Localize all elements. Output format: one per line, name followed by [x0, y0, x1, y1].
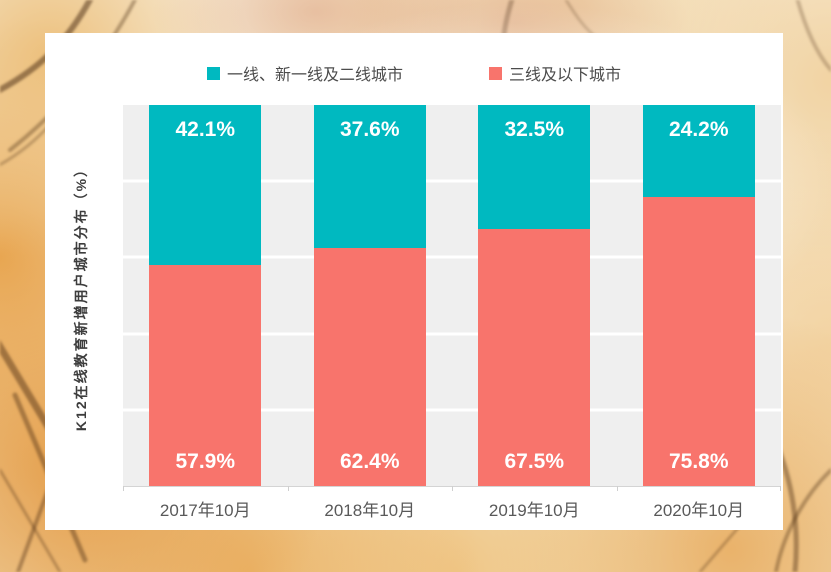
bar-value-label-tier3: 75.8%: [668, 449, 729, 473]
bar-value-label-tier3: 62.4%: [339, 449, 400, 473]
bar-value-label-tier3: 57.9%: [175, 449, 236, 473]
x-axis-tick: [287, 486, 289, 491]
x-axis-tick: [780, 486, 781, 491]
gridline-40: [123, 332, 781, 336]
x-axis-tick: [123, 486, 124, 491]
x-tick-label: 2019年10月: [488, 501, 580, 520]
bar-column-2020年10月: 24.2% 75.8%: [642, 105, 755, 486]
bar-segment-tier12: 32.5%: [478, 105, 591, 229]
x-tick-label: 2020年10月: [653, 501, 745, 520]
chart-legend: 一线、新一线及二线城市 三线及以下城市: [45, 61, 783, 85]
legend-item-tier3: 三线及以下城市: [489, 61, 621, 85]
x-axis-tick: [452, 486, 453, 491]
x-tick-label: 2017年10月: [159, 501, 251, 520]
x-axis-tick: [616, 486, 618, 491]
bar-column-2017年10月: 42.1% 57.9%: [149, 105, 262, 486]
legend-label-tier12: 一线、新一线及二线城市: [226, 67, 403, 84]
x-tick-label: 2018年10月: [324, 501, 416, 520]
bar-value-label-tier12: 24.2%: [668, 118, 729, 141]
bar-segment-tier12: 42.1%: [149, 105, 262, 266]
legend-swatch-tier3-icon: [489, 66, 502, 80]
bar-segment-tier12: 24.2%: [642, 105, 755, 198]
chart-card: 一线、新一线及二线城市 三线及以下城市 K12在线教育新增用户城市分布（%） 4…: [45, 33, 783, 530]
bar-segment-tier3: 75.8%: [642, 197, 755, 486]
gridline-60: [123, 255, 781, 259]
legend-label-tier3: 三线及以下城市: [509, 67, 622, 84]
bar-value-label-tier12: 42.1%: [175, 118, 236, 141]
gridline-20: [123, 408, 781, 412]
bar-value-label-tier12: 32.5%: [504, 118, 565, 141]
bar-column-2019年10月: 32.5% 67.5%: [478, 105, 591, 486]
y-axis-title: K12在线教育新增用户城市分布（%）: [73, 160, 89, 432]
plot-area: 42.1% 57.9% 37.6% 62.4% 32.5% 67.5% 24.2% 75.8%: [123, 105, 781, 491]
gridline-80: [123, 179, 781, 183]
bar-value-label-tier3: 67.5%: [504, 449, 565, 473]
bar-segment-tier12: 37.6%: [313, 105, 426, 249]
bar-segment-tier3: 67.5%: [478, 228, 591, 486]
bar-column-2018年10月: 37.6% 62.4%: [313, 105, 426, 486]
bar-segment-tier3: 62.4%: [313, 248, 426, 486]
x-axis-labels: 2017年10月 2018年10月 2019年10月 2020年10月: [123, 496, 781, 522]
legend-item-tier12: 一线、新一线及二线城市: [206, 61, 403, 85]
bar-segment-tier3: 57.9%: [149, 265, 262, 486]
bar-value-label-tier12: 37.6%: [339, 118, 400, 141]
legend-swatch-tier12-icon: [206, 66, 220, 80]
